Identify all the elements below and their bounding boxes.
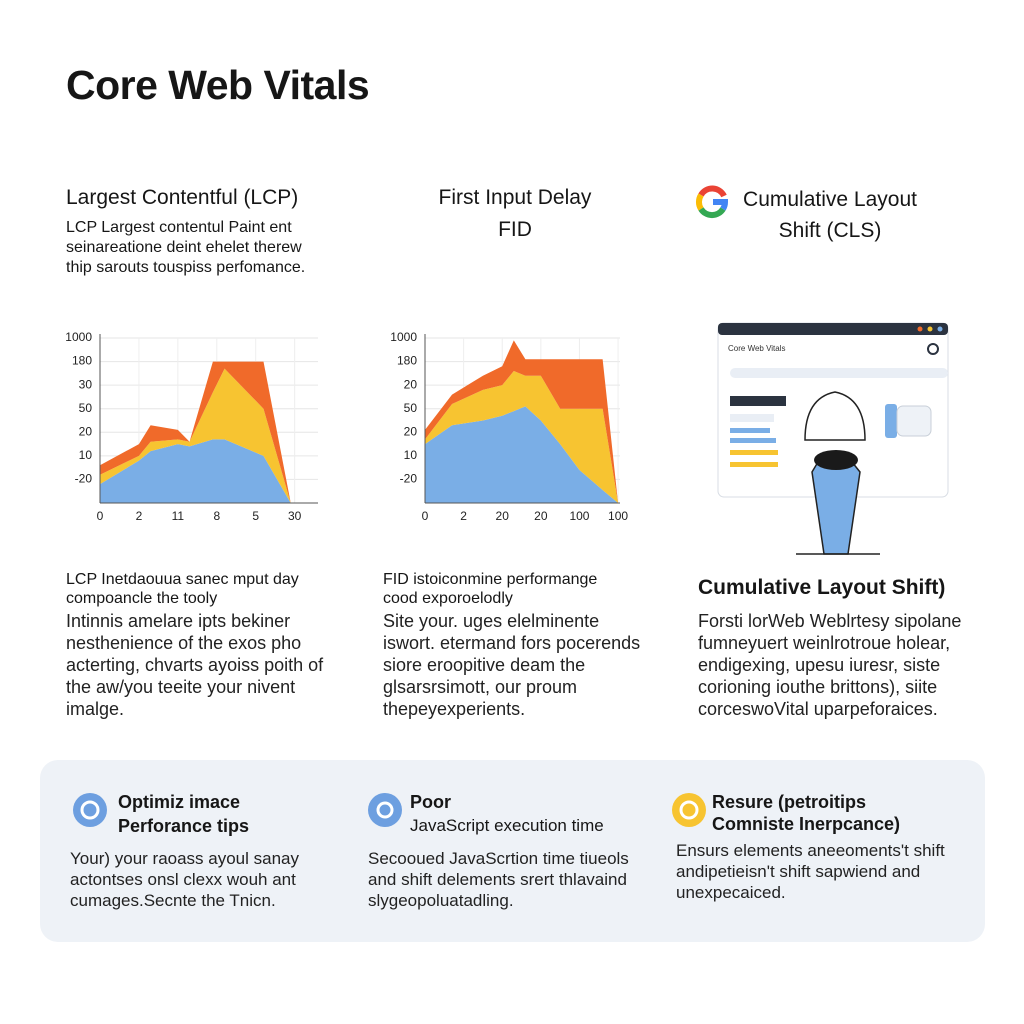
tip-icon [368,793,402,827]
mock-title: Core Web Vitals [728,344,786,353]
y-tick-label: 10 [79,448,93,462]
y-tick-label: 20 [79,424,93,438]
x-tick-label: 11 [172,509,185,523]
detail-body: Forsti lorWeb Weblrtesy sipolane fumneyu… [698,611,962,719]
y-tick-label: 50 [79,401,93,415]
x-tick-label: 2 [460,509,467,523]
y-tick-label: 10 [404,448,418,462]
column-heading: Cumulative Layout Shift (CLS) [743,188,917,242]
tip-title: Optimiz imace [118,792,241,812]
google-icon [696,185,728,218]
y-tick-label: -20 [75,472,93,486]
area [425,371,619,503]
y-tick-label: -20 [400,472,418,486]
area [100,368,291,503]
column-heading: Largest Contentful (LCP) [66,186,299,209]
x-tick-label: 100 [569,509,589,523]
y-tick-label: 1000 [390,330,417,344]
x-tick-label: 0 [97,509,104,523]
detail-heading: FID istoiconmine performange cood exporo… [383,571,598,607]
x-tick-label: 0 [422,509,429,523]
y-tick-label: 1000 [65,330,92,344]
area [425,340,619,503]
tip-title: Poor [410,792,452,812]
tips-panel [40,760,985,942]
x-tick-label: 20 [534,509,548,523]
column-description: LCP Largest contentul Paint ent seinarea… [66,219,306,276]
column-subheading: FID [498,218,532,241]
detail-heading: LCP Inetdaouua sanec mput day compoancle… [66,571,299,607]
y-tick-label: 30 [79,377,93,391]
x-tick-label: 8 [213,509,220,523]
y-tick-label: 20 [404,424,418,438]
detail-heading: Cumulative Layout Shift) [698,576,946,599]
x-tick-label: 30 [288,509,302,523]
tip-subtitle: Comniste Inerpcance) [712,814,901,834]
column-heading: First Input Delay [438,186,592,209]
tip-icon [672,793,706,827]
tip-title: Resure (petroitips [712,792,867,812]
x-tick-label: 5 [252,509,259,523]
browser-bar [718,323,948,335]
tip-subtitle: JavaScript execution time [410,816,604,835]
y-tick-label: 20 [404,377,418,391]
area [100,439,291,503]
x-tick-label: 20 [496,509,510,523]
tip-body: Ensurs elements aneeoments't shift andip… [676,841,945,902]
tip-body: Secooued JavaScrtion time tiueols and sh… [368,849,629,910]
y-tick-label: 180 [397,354,417,368]
tip-icon [73,793,107,827]
detail-body: Site your. uges elelminente iswort. eter… [383,611,641,719]
cls-illustration [717,322,949,555]
page-title: Core Web Vitals [66,62,370,108]
detail-body: Intinnis amelare ipts bekiner nesthenien… [66,611,324,719]
area [425,406,619,503]
tip-icons [73,793,706,827]
y-tick-label: 50 [404,401,418,415]
tip-subtitle: Perforance tips [118,816,250,836]
tip-body: Your) your raoass ayoul sanay actontses … [70,849,300,910]
y-tick-label: 180 [72,354,92,368]
x-tick-label: 2 [136,509,143,523]
x-tick-label: 100 [608,509,628,523]
